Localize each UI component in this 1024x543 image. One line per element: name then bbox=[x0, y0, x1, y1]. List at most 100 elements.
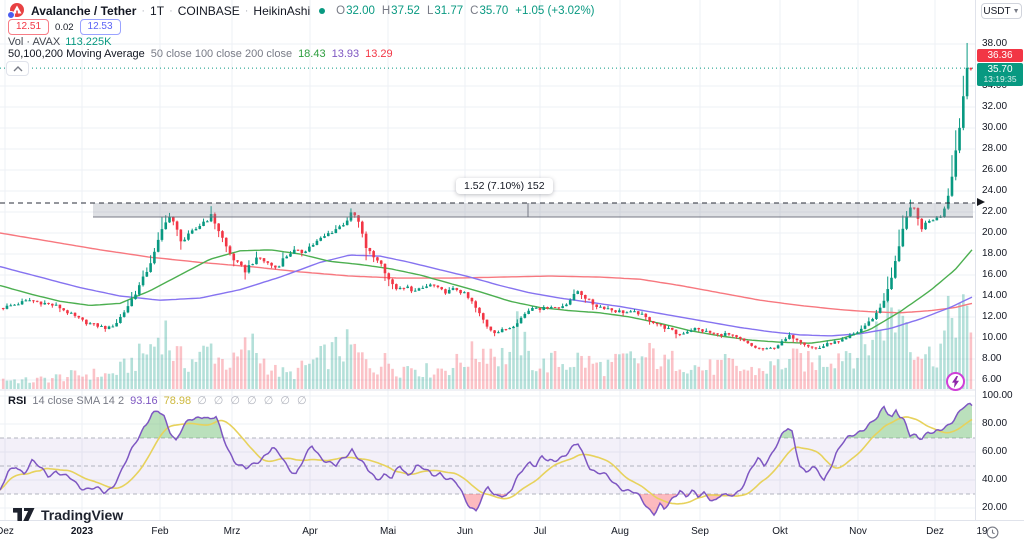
exchange-label[interactable]: COINBASE bbox=[177, 4, 240, 18]
time-tick-label: Mrz bbox=[223, 526, 241, 537]
tradingview-logo[interactable]: TradingView bbox=[13, 506, 123, 523]
pair-logo-icon bbox=[7, 3, 24, 19]
spread-value: 0.02 bbox=[55, 21, 74, 33]
separator-dot: · bbox=[169, 5, 173, 17]
price-tick-label: 26.00 bbox=[982, 164, 1008, 175]
grid-layer bbox=[0, 0, 975, 520]
separator-dot: · bbox=[141, 5, 146, 17]
price-tick-label: 6.00 bbox=[982, 374, 1002, 385]
rsi-overbought-fill bbox=[0, 403, 972, 438]
price-tick-label: 16.00 bbox=[982, 269, 1008, 280]
chevron-down-icon: ▼ bbox=[1012, 7, 1020, 15]
close-value: 35.70 bbox=[479, 5, 509, 17]
volume-layer bbox=[1, 294, 973, 389]
collapse-pane-button[interactable] bbox=[6, 61, 29, 76]
lightning-badge[interactable] bbox=[946, 372, 965, 391]
rsi-sma-line bbox=[0, 416, 973, 505]
volume-legend: Vol · AVAX 113.225K bbox=[8, 36, 111, 48]
rsi-tick-label: 80.00 bbox=[982, 418, 1008, 429]
price-tick-label: 30.00 bbox=[982, 122, 1008, 133]
price-tick-label: 22.00 bbox=[982, 206, 1008, 217]
time-tick-label: Mai bbox=[379, 526, 397, 537]
time-tick-label: Jul bbox=[533, 526, 547, 537]
time-tick-label: Aug bbox=[611, 526, 629, 537]
currency-label: USDT bbox=[983, 5, 1011, 17]
volume-label: Vol · AVAX bbox=[8, 36, 61, 48]
price-axis[interactable]: USDT ▼ 38.0034.0032.0030.0028.0026.0024.… bbox=[975, 0, 1024, 520]
candles-layer bbox=[1, 42, 973, 351]
overlays-layer bbox=[0, 67, 975, 218]
low-value: 31.77 bbox=[434, 5, 464, 17]
market-status-icon bbox=[319, 8, 326, 14]
change-value: +1.05 (+3.02%) bbox=[515, 5, 595, 17]
last-price-badge: 35.70 13:19:35 bbox=[977, 63, 1023, 86]
moving-averages-layer bbox=[0, 232, 973, 344]
interval-label[interactable]: 1T bbox=[150, 4, 165, 18]
rsi-params: 14 close SMA 14 2 bbox=[32, 394, 125, 407]
separator-dot: · bbox=[244, 5, 249, 17]
rsi-empty-values: ∅ ∅ ∅ ∅ ∅ ∅ ∅ bbox=[197, 395, 309, 407]
price-tick-label: 24.00 bbox=[982, 185, 1008, 196]
chart-canvas[interactable] bbox=[0, 0, 975, 520]
clock-icon[interactable] bbox=[986, 526, 999, 539]
ohlc-values: O32.00 H37.52 L31.77 C35.70 +1.05 (+3.02… bbox=[336, 5, 595, 17]
ma-legend: 50,100,200 Moving Average 50 close 100 c… bbox=[8, 48, 393, 60]
tradingview-logo-icon bbox=[13, 508, 35, 521]
trade-buttons: 12.51 0.02 12.53 bbox=[8, 19, 121, 35]
rsi-title: RSI bbox=[8, 394, 27, 407]
rsi-sma-value: 78.98 bbox=[163, 394, 192, 407]
open-value: 32.00 bbox=[346, 5, 375, 17]
chevron-up-icon bbox=[13, 65, 22, 71]
price-tick-label: 32.00 bbox=[982, 101, 1008, 112]
rsi-value: 93.16 bbox=[130, 394, 158, 407]
ma-params: 50 close 100 close 200 close bbox=[150, 48, 293, 60]
rsi-tick-label: 100.00 bbox=[982, 390, 1013, 401]
time-tick-label: Dez bbox=[0, 526, 14, 537]
time-tick-label: Sep bbox=[691, 526, 709, 537]
price-range-label[interactable]: 1.52 (7.10%) 152 bbox=[456, 178, 553, 194]
currency-button[interactable]: USDT ▼ bbox=[981, 3, 1022, 19]
rsi-oversold-fill bbox=[0, 494, 972, 516]
ma50-value: 18.43 bbox=[298, 48, 326, 60]
rsi-line bbox=[0, 402, 973, 517]
rsi-tick-label: 40.00 bbox=[982, 474, 1008, 485]
price-tick-label: 38.00 bbox=[982, 38, 1008, 49]
time-tick-label: Nov bbox=[849, 526, 867, 537]
rsi-tick-label: 20.00 bbox=[982, 502, 1008, 513]
time-axis[interactable]: Dez 2023 Feb Mrz Apr Mai Jun Jul Aug Sep Okt Nov Dez… bbox=[0, 520, 1024, 543]
symbol-legend: Avalanche / Tether · 1T · COINBASE · Hei… bbox=[7, 3, 595, 19]
symbol-title[interactable]: Avalanche / Tether bbox=[31, 4, 137, 18]
time-tick-label: Jun bbox=[456, 526, 474, 537]
price-tick-label: 10.00 bbox=[982, 332, 1008, 343]
time-tick-label: Okt bbox=[772, 526, 788, 537]
price-tick-label: 18.00 bbox=[982, 248, 1008, 259]
bar-countdown: 13:19:35 bbox=[983, 74, 1017, 84]
time-tick-label: 19 bbox=[976, 526, 988, 537]
price-tick-label: 8.00 bbox=[982, 353, 1002, 364]
tradingview-logo-text: TradingView bbox=[41, 506, 124, 523]
ma100-value: 13.93 bbox=[331, 48, 360, 60]
last-price-value: 35.70 bbox=[987, 64, 1013, 75]
time-tick-label: 2023 bbox=[70, 526, 94, 537]
high-price-badge: 36.36 bbox=[977, 49, 1023, 62]
time-tick-label: Apr bbox=[302, 526, 318, 537]
volume-value: 113.225K bbox=[65, 36, 112, 48]
price-tick-label: 14.00 bbox=[982, 290, 1008, 301]
sell-button[interactable]: 12.51 bbox=[8, 19, 50, 35]
drawing-anchor-arrow-icon bbox=[977, 198, 985, 206]
high-value: 37.52 bbox=[391, 5, 420, 17]
ma200-value: 13.29 bbox=[365, 48, 393, 60]
chart-type-label[interactable]: HeikinAshi bbox=[253, 4, 311, 18]
lightning-icon bbox=[952, 375, 959, 388]
rsi-tick-label: 60.00 bbox=[982, 446, 1008, 457]
resistance-zone bbox=[93, 203, 973, 217]
price-tick-label: 28.00 bbox=[982, 143, 1008, 154]
rsi-layer bbox=[0, 402, 973, 517]
ma-title: 50,100,200 Moving Average bbox=[8, 48, 145, 60]
price-tick-label: 12.00 bbox=[982, 311, 1008, 322]
rsi-legend: RSI 14 close SMA 14 2 93.16 78.98 ∅ ∅ ∅ … bbox=[8, 394, 309, 408]
buy-button[interactable]: 12.53 bbox=[79, 19, 121, 35]
price-tick-label: 20.00 bbox=[982, 227, 1008, 238]
time-tick-label: Feb bbox=[151, 526, 169, 537]
